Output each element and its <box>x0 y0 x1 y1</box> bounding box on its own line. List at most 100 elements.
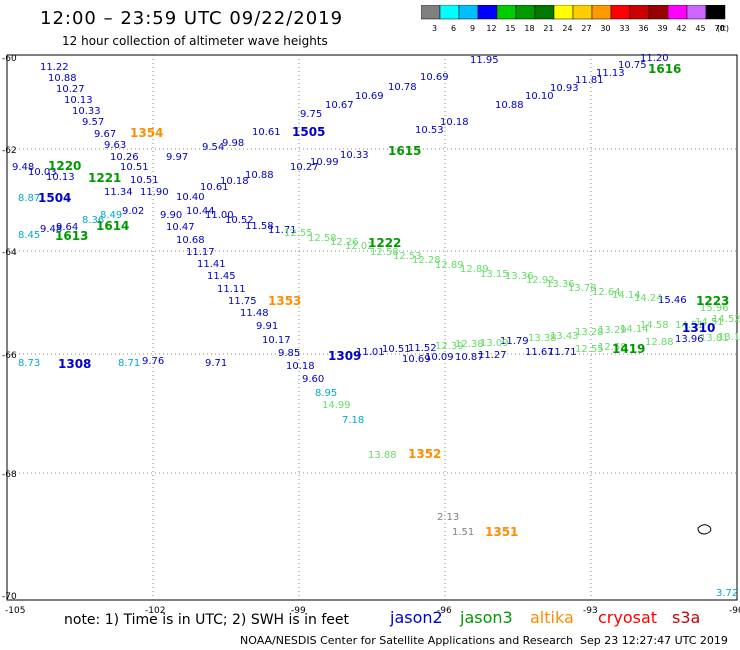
wave-height-value: 11.52 <box>408 343 437 354</box>
wave-height-value: 13.1 <box>718 332 740 343</box>
wave-height-value: 13.36 <box>505 271 534 282</box>
wave-height-value: 10.33 <box>72 106 101 117</box>
wave-height-value: 11.75 <box>228 296 257 307</box>
wave-height-value: 8.36 <box>82 215 104 226</box>
wave-height-value: 11.13 <box>596 68 625 79</box>
wave-height-value: 8.87 <box>18 193 40 204</box>
wave-height-value: 10.78 <box>388 82 417 93</box>
legend-item-jason2: jason2 <box>390 608 443 627</box>
pass-number-label: 1221 <box>88 171 121 185</box>
pass-number-label: 1615 <box>388 144 421 158</box>
wave-height-value: 11.45 <box>207 271 236 282</box>
latitude-label: -70 <box>2 592 17 602</box>
colorbar-label: 18 <box>524 24 534 33</box>
wave-height-value: 9.90 <box>160 210 182 221</box>
wave-height-value: 12.64 <box>592 287 621 298</box>
wave-height-value: 9.67 <box>94 129 116 140</box>
wave-height-value: 10.40 <box>176 192 205 203</box>
wave-height-value: 10.09 <box>425 352 454 363</box>
wave-height-value: 13.81 <box>700 333 729 344</box>
wave-height-value: 2.13 <box>437 512 459 523</box>
pass-number-label: 1353 <box>268 294 301 308</box>
colorbar-label: 70 <box>714 24 724 33</box>
latitude-label: -64 <box>2 248 17 258</box>
wave-height-value: 11.11 <box>217 284 246 295</box>
wave-height-value: 12.02 <box>345 241 374 252</box>
wave-height-value: 11.95 <box>470 55 499 66</box>
wave-height-value: 9.57 <box>82 117 104 128</box>
wave-height-value: 10.51 <box>120 162 149 173</box>
colorbar-label: 39 <box>657 24 667 33</box>
wave-height-value: 11.67 <box>525 347 554 358</box>
wave-height-value: 10.27 <box>56 84 85 95</box>
pass-number-label: 1309 <box>328 349 361 363</box>
wave-height-value: 9.71 <box>205 358 227 369</box>
wave-height-value: 10.75 <box>618 60 647 71</box>
wave-height-value: 11.00 <box>205 210 234 221</box>
wave-height-value: 15.46 <box>658 295 687 306</box>
wave-height-value: 10.13 <box>64 95 93 106</box>
wave-height-value: 8.95 <box>315 388 337 399</box>
wave-height-value: 10.67 <box>325 100 354 111</box>
wave-height-value: 9.85 <box>278 348 300 359</box>
credit-line: NOAA/NESDIS Center for Satellite Applica… <box>240 634 574 647</box>
wave-height-value: 14.99 <box>322 400 351 411</box>
wave-height-value: 10.69 <box>402 354 431 365</box>
wave-height-value: 9.64 <box>56 222 78 233</box>
wave-height-value: 11.17 <box>186 247 215 258</box>
colorbar-unit: (ft) <box>717 24 729 33</box>
wave-height-value: 12.39 <box>435 341 464 352</box>
legend-item-s3a: s3a <box>672 608 701 627</box>
wave-height-value: 14.51 <box>695 317 724 328</box>
wave-height-value: 10.18 <box>440 117 469 128</box>
wave-height-value: 11.41 <box>197 259 226 270</box>
longitude-label: -105 <box>5 606 25 616</box>
wave-height-value: 9.63 <box>104 140 126 151</box>
pass-number-label: 1504 <box>38 191 71 205</box>
longitude-label: -102 <box>145 606 165 616</box>
pass-number-label: 1354 <box>130 126 163 140</box>
page-title: 12:00 – 23:59 UTC 09/22/2019 <box>40 8 344 29</box>
wave-height-value: 10.51 <box>382 344 411 355</box>
footnote: note: 1) Time is in UTC; 2) SWH is in fe… <box>64 612 350 628</box>
wave-height-value: 14.14 <box>620 324 649 335</box>
colorbar-label: 30 <box>600 24 610 33</box>
wave-height-value: 10.69 <box>420 72 449 83</box>
wave-height-value: 11.71 <box>548 347 577 358</box>
wave-height-value: 13.28 <box>575 327 604 338</box>
colorbar-label: 33 <box>619 24 629 33</box>
wave-height-value: 13.09 <box>480 338 509 349</box>
wave-height-value: 10.44 <box>186 206 215 217</box>
wave-height-value: 13.43 <box>550 331 579 342</box>
wave-height-value: 13.78 <box>568 283 597 294</box>
wave-height-value: 9.75 <box>300 109 322 120</box>
wave-height-value: 14.24 <box>634 293 663 304</box>
wave-height-value: 13.88 <box>368 450 397 461</box>
wave-height-value: 10.68 <box>176 235 205 246</box>
wave-height-value: 1.51 <box>452 527 474 538</box>
wave-height-value: 12.26 <box>330 237 359 248</box>
wave-height-value: 10.69 <box>355 91 384 102</box>
colorbar-label: 6 <box>451 24 456 33</box>
wave-height-value: 13.29 <box>598 325 627 336</box>
wave-height-value: 9.60 <box>302 374 324 385</box>
wave-height-value: 10.88 <box>48 73 77 84</box>
wave-height-value: 10.53 <box>415 125 444 136</box>
wave-height-value: 8.49 <box>100 210 122 221</box>
wave-height-value: 15.96 <box>700 303 729 314</box>
wave-height-value: 9.02 <box>122 206 144 217</box>
longitude-label: -90 <box>729 606 740 616</box>
wave-height-value: 12.89 <box>460 264 489 275</box>
wave-height-value: 11.34 <box>104 187 133 198</box>
wave-height-value: 8.71 <box>118 358 140 369</box>
wave-height-value: 10.10 <box>525 91 554 102</box>
wave-height-value: 10.87 <box>455 352 484 363</box>
latitude-label: -60 <box>2 54 17 64</box>
wave-height-value: 9.97 <box>166 152 188 163</box>
colorbar-label: 3 <box>432 24 437 33</box>
wave-height-value: 8.73 <box>18 358 40 369</box>
page-subtitle: 12 hour collection of altimeter wave hei… <box>62 34 328 48</box>
wave-height-value: 14.58 <box>640 320 669 331</box>
wave-height-value: 11.20 <box>640 53 669 64</box>
pass-number-label: 1616 <box>648 62 681 76</box>
